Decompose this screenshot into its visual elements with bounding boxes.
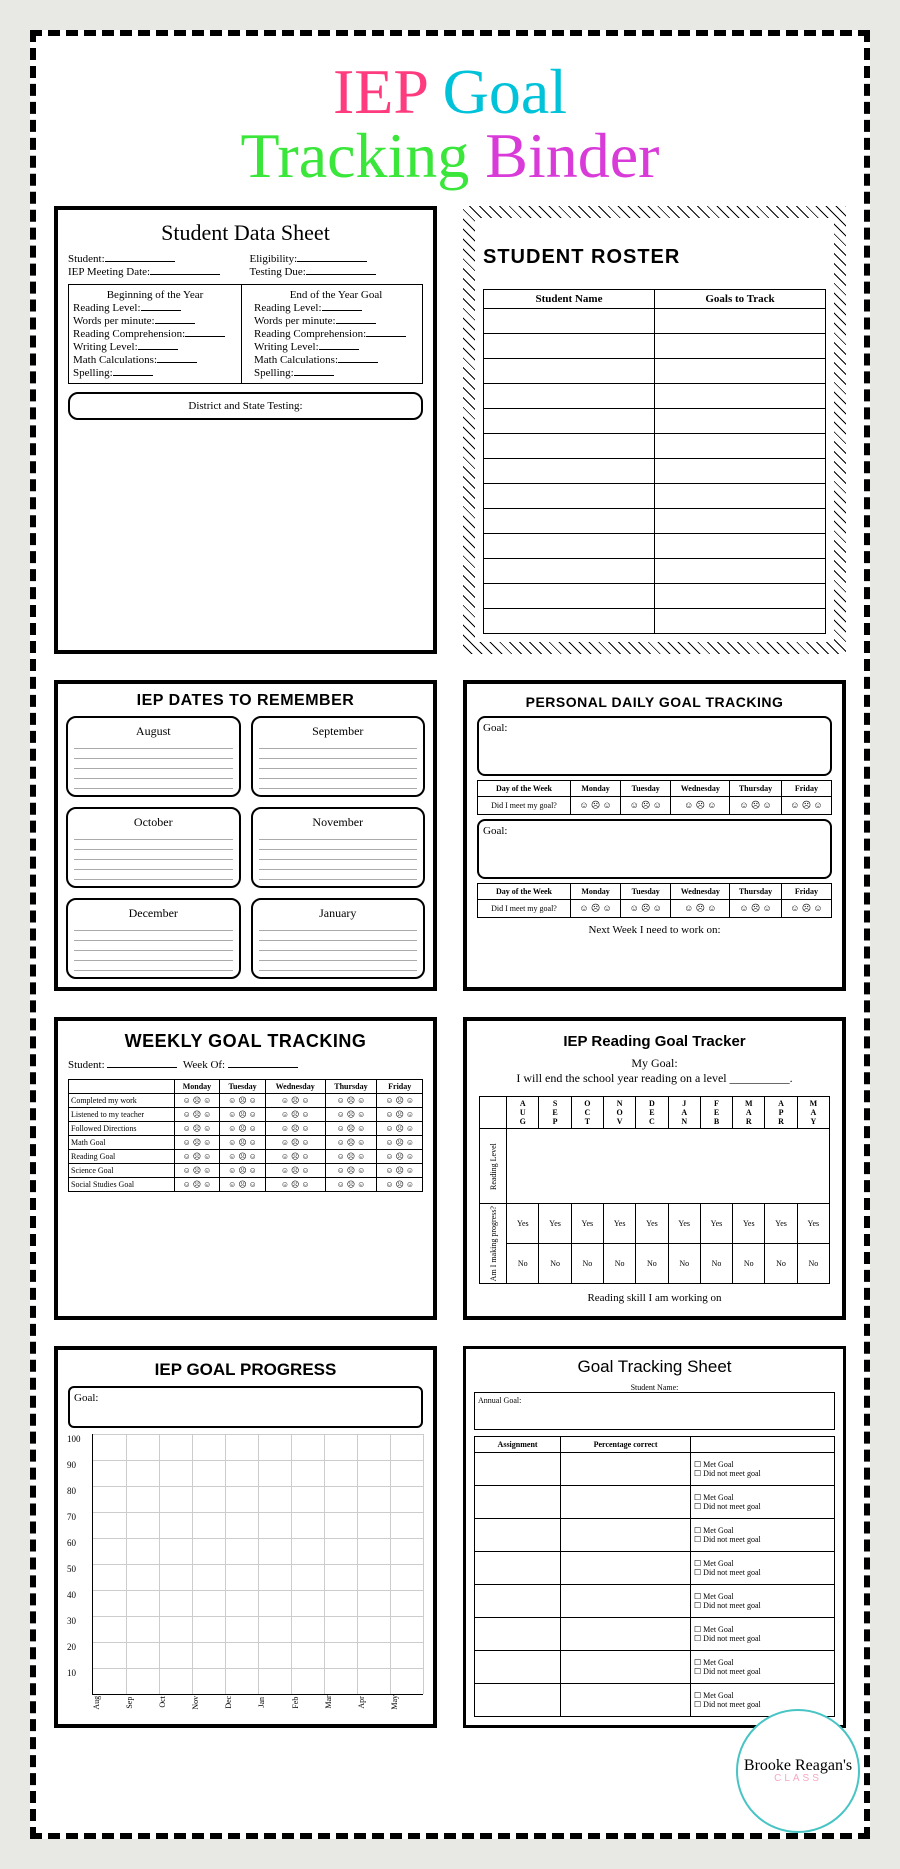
daily-tracking: PERSONAL DAILY GOAL TRACKING Goal:Day of… xyxy=(463,680,846,991)
goal-progress: IEP GOAL PROGRESS Goal: 1009080706050403… xyxy=(54,1346,437,1728)
brand-badge: Brooke Reagan's CLASS xyxy=(736,1709,860,1833)
student-data-sheet: Student Data Sheet Student: IEP Meeting … xyxy=(54,206,437,654)
iep-dates: IEP DATES TO REMEMBER AugustSeptemberOct… xyxy=(54,680,437,991)
goal-sheet: Goal Tracking Sheet Student Name: Annual… xyxy=(463,1346,846,1728)
student-roster: STUDENT ROSTER Student Name Goals to Tra… xyxy=(463,206,846,654)
weekly-tracking: WEEKLY GOAL TRACKING Student: Week Of: M… xyxy=(54,1017,437,1320)
main-title: IEP Goal Tracking Binder xyxy=(54,60,846,188)
reading-tracker: IEP Reading Goal Tracker My Goal:I will … xyxy=(463,1017,846,1320)
